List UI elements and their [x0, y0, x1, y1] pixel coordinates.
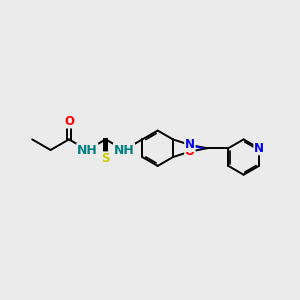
Text: NH: NH	[114, 143, 134, 157]
Text: O: O	[64, 115, 74, 128]
Text: N: N	[254, 142, 264, 155]
Text: O: O	[185, 145, 195, 158]
Text: N: N	[185, 138, 195, 152]
Text: S: S	[101, 152, 110, 165]
Text: NH: NH	[77, 143, 98, 157]
